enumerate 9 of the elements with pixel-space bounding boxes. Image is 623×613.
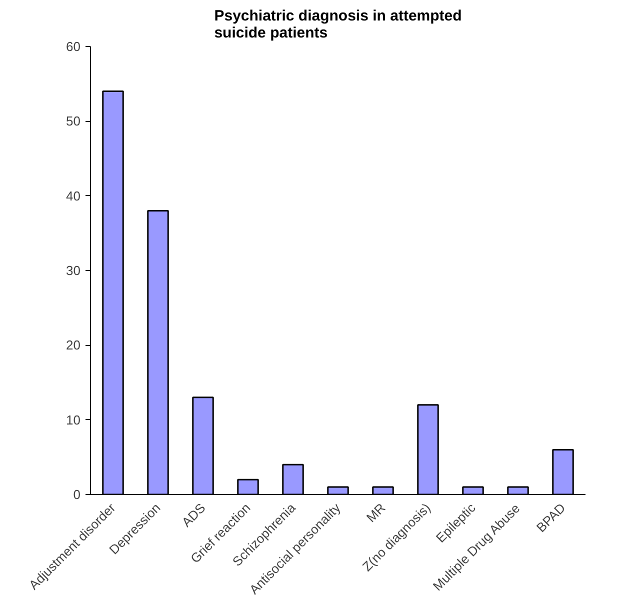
y-tick-label: 60 (66, 39, 81, 54)
y-tick-label: 10 (66, 412, 81, 428)
y-tick-label: 40 (66, 188, 81, 204)
chart-title: Psychiatric diagnosis in attempted suicide patients (214, 8, 462, 42)
y-tick-label: 30 (66, 263, 81, 278)
y-tick-label: 20 (66, 338, 81, 353)
y-tick-label: 0 (73, 487, 81, 502)
x-tick-label: MR (363, 500, 388, 526)
y-tick-label: 50 (66, 114, 81, 129)
